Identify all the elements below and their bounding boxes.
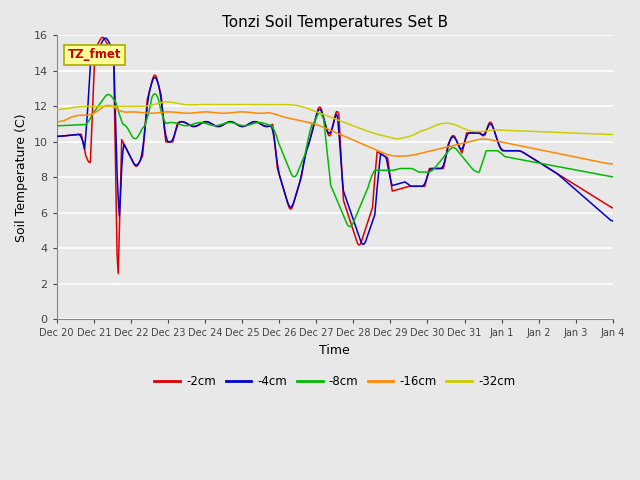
Title: Tonzi Soil Temperatures Set B: Tonzi Soil Temperatures Set B	[221, 15, 448, 30]
Y-axis label: Soil Temperature (C): Soil Temperature (C)	[15, 113, 28, 241]
Text: TZ_fmet: TZ_fmet	[68, 48, 122, 61]
X-axis label: Time: Time	[319, 344, 350, 357]
Legend: -2cm, -4cm, -8cm, -16cm, -32cm: -2cm, -4cm, -8cm, -16cm, -32cm	[150, 371, 520, 393]
